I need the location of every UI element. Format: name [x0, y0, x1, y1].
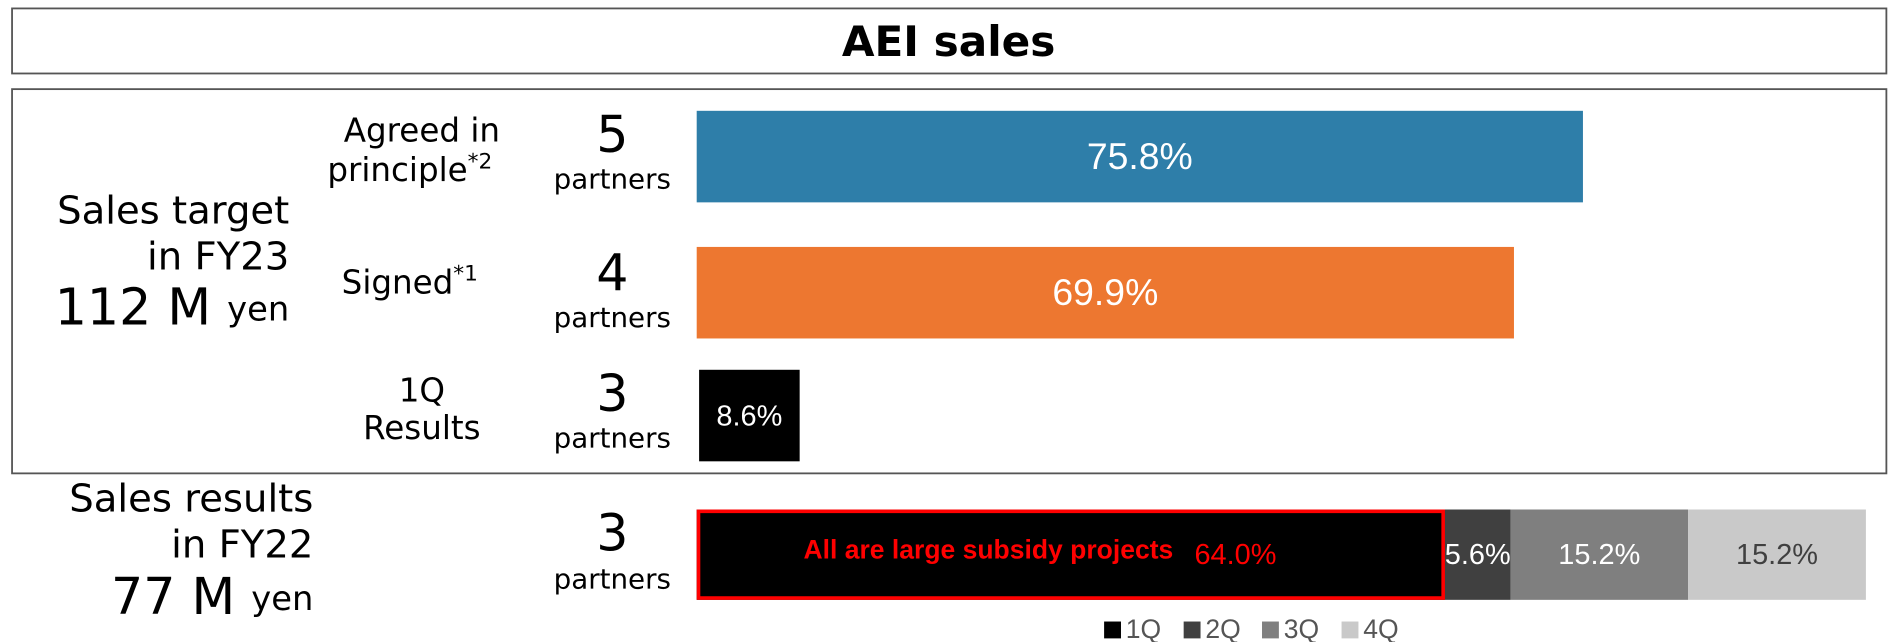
row-label-text: 1Q	[399, 372, 445, 410]
legend-label: 1Q	[1126, 614, 1161, 642]
value-label: 64.0%	[1194, 539, 1276, 571]
segment	[1510, 509, 1689, 600]
unit: yen	[227, 289, 289, 328]
value-label: 5.6%	[1445, 539, 1511, 571]
value-label: 75.8%	[1087, 135, 1193, 177]
legend-swatch	[1183, 621, 1201, 639]
row-label-text: Agreed in	[344, 112, 500, 150]
segment	[696, 509, 1445, 600]
bar	[699, 369, 800, 462]
row-label: Results	[363, 409, 480, 447]
amount: 77 M	[111, 566, 235, 625]
partners-count: 3	[596, 364, 628, 423]
partners-count: 5	[596, 105, 628, 164]
value-label: 15.2%	[1736, 539, 1818, 571]
legend-label: 3Q	[1284, 614, 1319, 642]
group-label: in FY22	[171, 522, 313, 567]
title-box	[11, 7, 1888, 75]
partners-unit: partners	[554, 163, 671, 196]
segment	[1688, 509, 1866, 600]
row-label-text: principle	[327, 151, 467, 189]
group-label: in FY23	[147, 234, 289, 279]
annotation: All are large subsidy projects	[803, 535, 1173, 565]
group-label: Sales results	[69, 477, 313, 522]
legend-swatch	[1104, 621, 1121, 639]
bar	[696, 246, 1514, 339]
value-label: 15.2%	[1558, 539, 1640, 571]
row-note: *1	[453, 262, 478, 287]
legend-swatch	[1262, 621, 1279, 639]
title: AEI sales	[842, 17, 1056, 66]
row-label: principle*2	[327, 150, 492, 190]
legend-label: 2Q	[1205, 614, 1240, 642]
legend-label: 4Q	[1363, 614, 1398, 642]
partners-unit: partners	[554, 422, 671, 455]
segment	[1444, 509, 1511, 600]
bar	[696, 110, 1583, 203]
group-amount: 112 M yen	[55, 277, 290, 336]
row-label: Agreed in	[344, 112, 500, 150]
group-amount: 77 M yen	[111, 566, 313, 625]
row-label: 1Q	[399, 372, 445, 410]
value-label: 8.6%	[716, 401, 782, 433]
partners-unit: partners	[554, 563, 671, 596]
row-label-text: Results	[363, 409, 480, 447]
row-note: *2	[468, 150, 493, 175]
unit: yen	[251, 578, 313, 617]
partners-count: 4	[596, 244, 628, 303]
partners-unit: partners	[554, 301, 671, 334]
partners-count: 3	[596, 504, 628, 563]
legend-swatch	[1341, 621, 1359, 639]
target-box	[11, 88, 1888, 475]
segment-outline	[696, 509, 1445, 600]
amount: 112 M	[55, 277, 211, 336]
row-label: Signed*1	[342, 262, 478, 302]
value-label: 69.9%	[1052, 271, 1158, 313]
row-label-text: Signed	[342, 263, 454, 301]
group-label: Sales target	[57, 189, 289, 234]
